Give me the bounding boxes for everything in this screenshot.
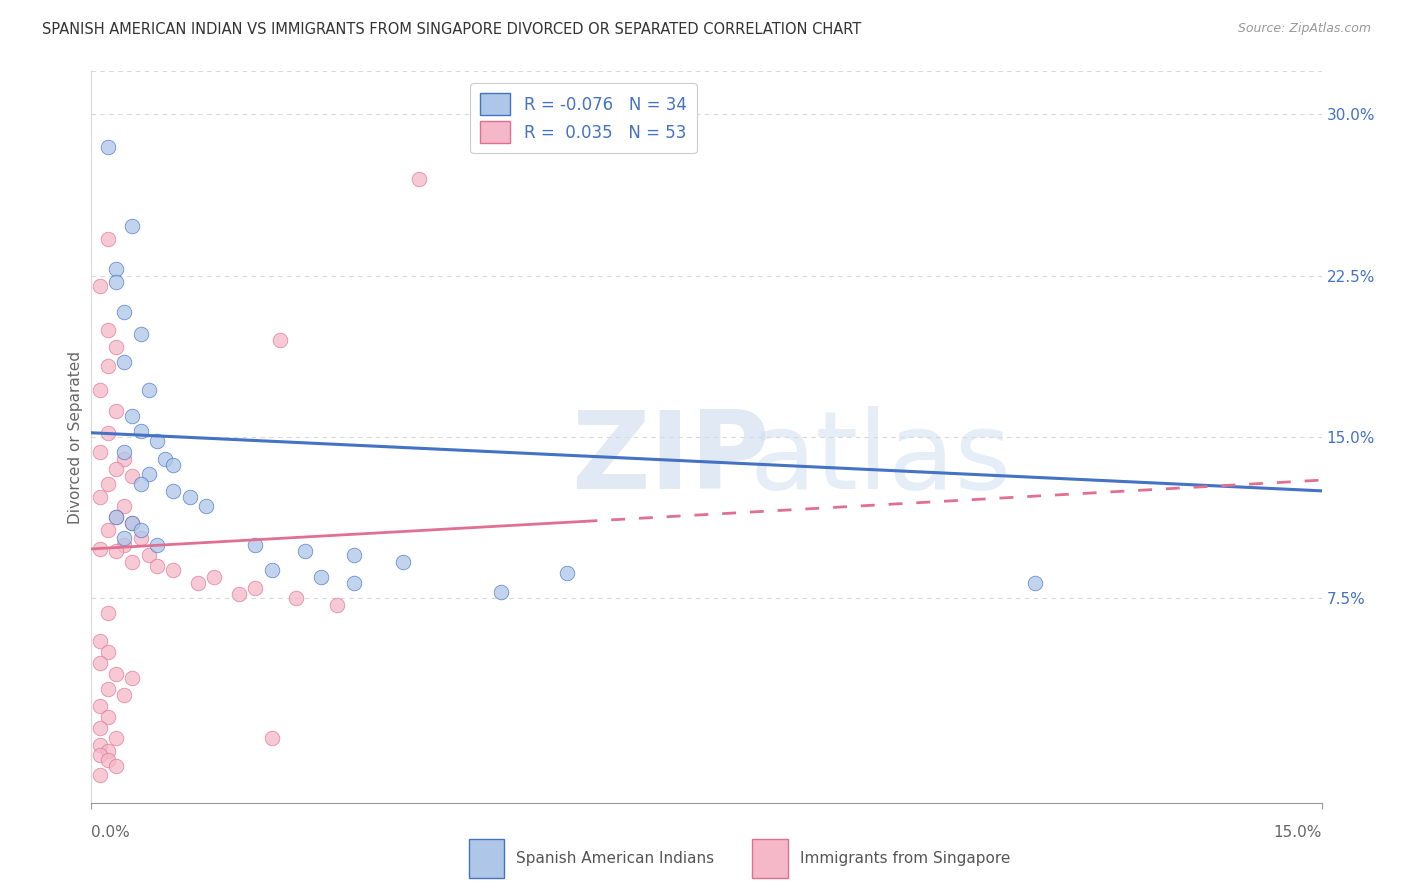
Point	[112, 445, 135, 459]
Point	[89, 748, 111, 763]
Point	[408, 172, 430, 186]
Point	[162, 458, 184, 472]
Point	[245, 581, 267, 595]
Point	[105, 509, 127, 524]
Point	[153, 451, 177, 466]
Point	[179, 491, 201, 505]
Point	[112, 531, 135, 545]
Point	[89, 656, 111, 670]
Point	[228, 587, 250, 601]
Point	[491, 585, 513, 599]
Point	[105, 759, 127, 773]
Point	[138, 383, 160, 397]
Point	[105, 666, 127, 681]
Point	[97, 232, 120, 246]
Point	[129, 523, 152, 537]
Point	[89, 383, 111, 397]
Text: 15.0%: 15.0%	[1274, 825, 1322, 840]
Point	[392, 555, 415, 569]
Point	[146, 559, 169, 574]
Point	[343, 549, 366, 563]
Point	[138, 549, 160, 563]
Point	[97, 359, 120, 373]
Point	[121, 516, 143, 530]
Point	[121, 555, 143, 569]
Point	[112, 688, 135, 702]
Y-axis label: Divorced or Separated: Divorced or Separated	[67, 351, 83, 524]
Point	[112, 451, 135, 466]
FancyBboxPatch shape	[470, 838, 505, 878]
Point	[105, 262, 127, 277]
Point	[97, 139, 120, 153]
FancyBboxPatch shape	[752, 838, 787, 878]
Point	[202, 570, 225, 584]
Point	[260, 564, 283, 578]
Point	[260, 731, 283, 746]
Point	[112, 538, 135, 552]
Point	[129, 531, 152, 545]
Point	[97, 681, 120, 696]
Point	[269, 333, 291, 347]
Point	[89, 768, 111, 782]
Text: Immigrants from Singapore: Immigrants from Singapore	[800, 851, 1010, 866]
Point	[245, 538, 267, 552]
Point	[555, 566, 578, 580]
Point	[105, 340, 127, 354]
Text: ZIP: ZIP	[571, 406, 769, 512]
Point	[89, 721, 111, 735]
Point	[112, 305, 135, 319]
Point	[89, 279, 111, 293]
Point	[195, 499, 218, 513]
Text: 0.0%: 0.0%	[91, 825, 131, 840]
Point	[129, 477, 152, 491]
Point	[97, 322, 120, 336]
Point	[97, 744, 120, 758]
Point	[89, 491, 111, 505]
Point	[97, 645, 120, 659]
Point	[146, 538, 169, 552]
Point	[1024, 576, 1046, 591]
Point	[97, 607, 120, 621]
Text: Spanish American Indians: Spanish American Indians	[516, 851, 714, 866]
Point	[129, 424, 152, 438]
Point	[343, 576, 366, 591]
Point	[97, 425, 120, 440]
Point	[326, 598, 349, 612]
Point	[105, 731, 127, 746]
Point	[129, 326, 152, 341]
Point	[294, 544, 316, 558]
Point	[105, 544, 127, 558]
Point	[105, 275, 127, 289]
Text: SPANISH AMERICAN INDIAN VS IMMIGRANTS FROM SINGAPORE DIVORCED OR SEPARATED CORRE: SPANISH AMERICAN INDIAN VS IMMIGRANTS FR…	[42, 22, 862, 37]
Point	[89, 634, 111, 648]
Point	[97, 523, 120, 537]
Point	[121, 671, 143, 685]
Text: Source: ZipAtlas.com: Source: ZipAtlas.com	[1237, 22, 1371, 36]
Point	[112, 499, 135, 513]
Point	[162, 564, 184, 578]
Point	[187, 576, 209, 591]
Point	[138, 467, 160, 481]
Point	[162, 483, 184, 498]
Point	[89, 541, 111, 556]
Point	[89, 738, 111, 752]
Point	[89, 698, 111, 713]
Point	[112, 355, 135, 369]
Point	[105, 404, 127, 418]
Point	[97, 753, 120, 767]
Point	[121, 516, 143, 530]
Point	[285, 591, 308, 606]
Point	[146, 434, 169, 449]
Text: atlas: atlas	[749, 406, 1011, 512]
Point	[309, 570, 332, 584]
Point	[121, 219, 143, 234]
Point	[121, 468, 143, 483]
Point	[89, 445, 111, 459]
Point	[105, 462, 127, 476]
Legend: R = -0.076   N = 34, R =  0.035   N = 53: R = -0.076 N = 34, R = 0.035 N = 53	[471, 83, 696, 153]
Point	[97, 477, 120, 491]
Point	[105, 509, 127, 524]
Point	[97, 710, 120, 724]
Point	[121, 409, 143, 423]
